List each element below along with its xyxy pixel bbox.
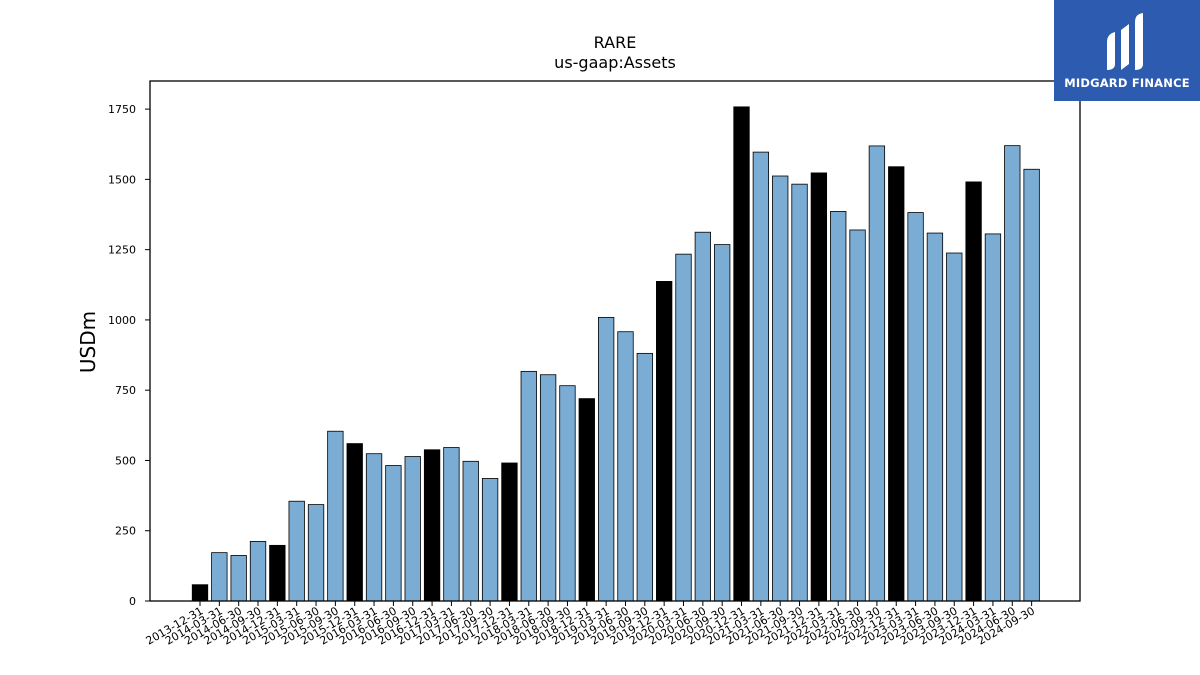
bar-2016-12-31: [423, 449, 441, 602]
bar-2017-09-30: [481, 478, 499, 602]
bar-2020-09-30: [714, 244, 731, 602]
bar-2015-03-31: [288, 500, 305, 602]
bar-2015-09-30: [327, 430, 344, 602]
bar-2024-03-31: [984, 233, 1002, 602]
logo-text: MIDGARD FINANCE: [1064, 75, 1190, 90]
bar-2018-06-30: [539, 374, 557, 602]
bar-2019-09-30: [636, 352, 653, 602]
bar-2016-09-30: [404, 456, 421, 602]
y-ticks-group: 0 250 500 750 1000 1250 1500 1750: [108, 103, 150, 608]
bar-2020-06-30: [694, 231, 711, 602]
y-axis-label: USDm: [76, 311, 100, 373]
bar-2018-09-30: [559, 385, 576, 602]
bar-2020-03-31: [675, 253, 692, 602]
bar-2023-12-31: [965, 181, 982, 602]
bar-2021-12-31: [810, 172, 828, 602]
bar-2016-06-30: [385, 465, 402, 602]
bar-2014-12-31: [269, 544, 286, 602]
y-tick-label: 250: [115, 525, 136, 538]
y-tick-label: 1750: [108, 103, 136, 116]
bar-2022-03-31: [830, 211, 847, 602]
y-tick-label: 500: [115, 454, 136, 467]
y-tick-label: 1500: [108, 173, 136, 186]
bar-2022-12-31: [888, 166, 905, 602]
bar-2023-09-30: [946, 252, 963, 602]
bar-2017-12-31: [501, 462, 518, 602]
midgard-finance-logo: MIDGARD FINANCE: [1054, 0, 1200, 101]
bar-2020-12-31: [733, 106, 750, 602]
bar-2021-09-30: [791, 183, 808, 602]
bar-2015-12-31: [346, 443, 363, 602]
bar-2014-06-30: [230, 555, 247, 602]
chart-title: RARE: [594, 33, 637, 52]
bar-2023-03-31: [907, 212, 924, 602]
bar-2014-09-30: [249, 541, 267, 602]
bar-2024-06-30: [1004, 145, 1021, 602]
bar-2021-03-31: [752, 151, 770, 602]
bar-2019-03-31: [597, 316, 615, 602]
bar-2022-06-30: [849, 229, 866, 602]
bar-2018-03-31: [520, 370, 537, 602]
plot-frame: [149, 80, 1081, 602]
y-tick-label: 1250: [108, 244, 136, 257]
bar-2018-12-31: [578, 398, 595, 602]
bar-2017-03-31: [443, 447, 460, 602]
bar-2013-12-31: [191, 584, 209, 602]
chart-subtitle: us-gaap:Assets: [554, 53, 676, 72]
bar-2022-09-30: [868, 145, 886, 602]
bar-2024-09-30: [1023, 168, 1040, 602]
bar-2017-06-30: [462, 460, 479, 602]
x-ticks-group: 2013-12-312014-03-312014-06-302014-09-30…: [144, 601, 1037, 648]
bar-2014-03-31: [211, 552, 228, 602]
midgard-logo-icon: [1107, 12, 1143, 70]
bar-2021-06-30: [772, 175, 789, 602]
bars-group: [191, 106, 1040, 602]
y-tick-label: 750: [115, 384, 136, 397]
bar-2015-06-30: [307, 504, 325, 602]
bar-2019-06-30: [617, 331, 634, 602]
bar-2016-03-31: [365, 453, 383, 602]
bar-2023-06-30: [926, 232, 944, 602]
bar-2019-12-31: [656, 281, 673, 602]
y-tick-label: 1000: [108, 314, 136, 327]
y-tick-label: 0: [129, 595, 136, 608]
